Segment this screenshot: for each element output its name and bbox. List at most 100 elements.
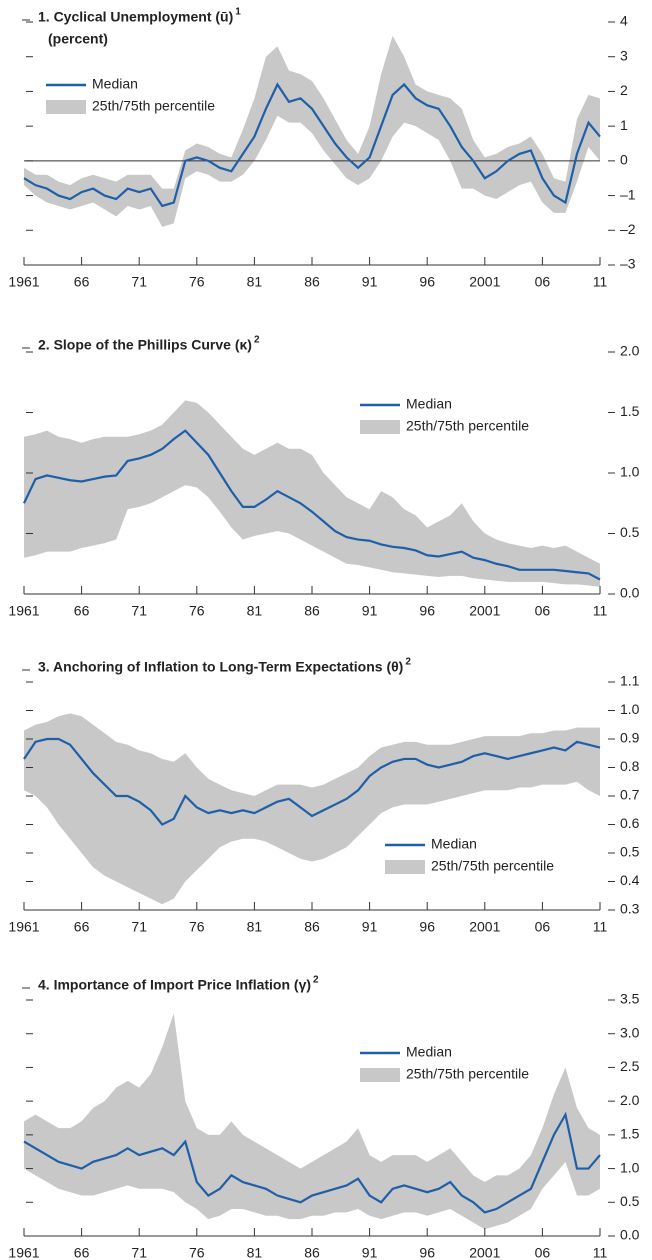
x-tick-label: 06 [535,1245,551,1260]
x-tick-label: 86 [304,274,320,290]
y-tick-label: 2.0 [620,343,640,359]
y-tick-label: –1 [620,186,636,202]
y-tick-label: 0.7 [620,787,640,803]
x-tick-label: 71 [131,919,147,935]
panel-title: 3. Anchoring of Inflation to Long-Term E… [38,659,403,675]
panel-subtitle: (percent) [48,31,108,47]
legend-label: Median [406,396,452,412]
y-tick-label: 0.0 [620,1227,640,1243]
y-tick-label: 0.8 [620,758,640,774]
x-tick-label: 66 [74,274,90,290]
x-tick-label: 81 [247,274,263,290]
y-tick-label: 4 [620,13,628,29]
x-tick-label: 11 [593,1245,608,1260]
percentile-band [24,1013,600,1230]
x-tick-label: 81 [247,1245,263,1260]
median-line [23,737,601,826]
y-tick-label: 0.3 [620,901,640,917]
x-tick-label: 2001 [469,603,500,619]
x-tick-label: 11 [593,274,608,290]
percentile-band [24,35,600,227]
median-line [23,82,601,208]
median-line [23,429,601,581]
x-tick-label: 66 [74,1245,90,1260]
y-tick-label: 1.5 [620,1126,640,1142]
legend-swatch [360,420,400,434]
title-superscript: 2 [405,657,411,668]
y-tick-label: 2.0 [620,1092,640,1108]
percentile-band [24,713,600,905]
x-tick-label: 71 [131,1245,147,1260]
x-tick-label: 66 [74,603,90,619]
x-tick-label: 96 [419,1245,435,1260]
y-tick-label: 1.1 [620,673,640,689]
y-tick-label: 3.0 [620,1024,640,1040]
x-tick-label: 11 [593,603,608,619]
x-tick-label: 96 [419,274,435,290]
legend-label: Median [406,1044,452,1060]
x-tick-label: 91 [362,1245,378,1260]
legend-label: Median [431,836,477,852]
x-tick-label: 81 [247,919,263,935]
x-tick-label: 1961 [8,919,39,935]
panel-title: 2. Slope of the Phillips Curve (κ) [38,337,252,353]
x-tick-label: 2001 [469,1245,500,1260]
y-tick-label: 0.5 [620,524,640,540]
y-tick-label: –3 [620,256,636,272]
panel: 4. Importance of Import Price Inflation … [8,975,639,1260]
x-tick-label: 06 [535,919,551,935]
x-tick-label: 06 [535,274,551,290]
panel: 2. Slope of the Phillips Curve (κ) 2 1961 6… [8,335,639,619]
x-tick-label: 71 [131,603,147,619]
legend-label: 25th/75th percentile [92,98,215,114]
y-tick-label: 1.0 [620,701,640,717]
x-tick-label: 76 [189,919,205,935]
title-superscript: 2 [254,335,260,346]
x-tick-label: 91 [362,919,378,935]
x-tick-label: 11 [593,919,608,935]
y-tick-label: 0.6 [620,815,640,831]
legend-label: Median [92,76,138,92]
x-tick-label: 71 [131,274,147,290]
panel-title: 4. Importance of Import Price Inflation … [38,977,311,993]
y-tick-label: –2 [620,221,636,237]
legend-swatch [360,1068,400,1082]
panel-title: 1. Cyclical Unemployment (ū) [38,9,233,25]
x-tick-label: 86 [304,603,320,619]
x-tick-label: 1961 [8,603,39,619]
y-tick-label: 3.5 [620,991,640,1007]
y-tick-label: 1.0 [620,1159,640,1175]
y-tick-label: 0.9 [620,730,640,746]
y-tick-label: 0 [620,152,628,168]
x-tick-label: 1961 [8,1245,39,1260]
legend-label: 25th/75th percentile [406,418,529,434]
x-tick-label: 86 [304,919,320,935]
legend-swatch [46,100,86,114]
median-line [23,1111,601,1214]
x-tick-label: 91 [362,274,378,290]
y-tick-label: 1.0 [620,464,640,480]
x-tick-label: 96 [419,603,435,619]
y-tick-label: 1.5 [620,403,640,419]
y-tick-label: 0.4 [620,872,640,888]
legend-swatch [385,860,425,874]
x-tick-label: 06 [535,603,551,619]
y-tick-label: 0.5 [620,1193,640,1209]
legend-label: 25th/75th percentile [406,1066,529,1082]
y-tick-label: 2 [620,82,628,98]
panel: 3. Anchoring of Inflation to Long-Term E… [8,657,639,935]
x-tick-label: 2001 [469,274,500,290]
title-superscript: 1 [235,7,241,18]
y-tick-label: 1 [620,117,628,133]
percentile-band [24,400,600,587]
panel: 1. Cyclical Unemployment (ū) 1(percent)19… [8,7,635,290]
title-superscript: 2 [313,975,319,986]
x-tick-label: 2001 [469,919,500,935]
x-tick-label: 76 [189,603,205,619]
x-tick-label: 91 [362,603,378,619]
x-tick-label: 76 [189,1245,205,1260]
x-tick-label: 81 [247,603,263,619]
y-tick-label: 3 [620,47,628,63]
y-tick-label: 0.0 [620,585,640,601]
